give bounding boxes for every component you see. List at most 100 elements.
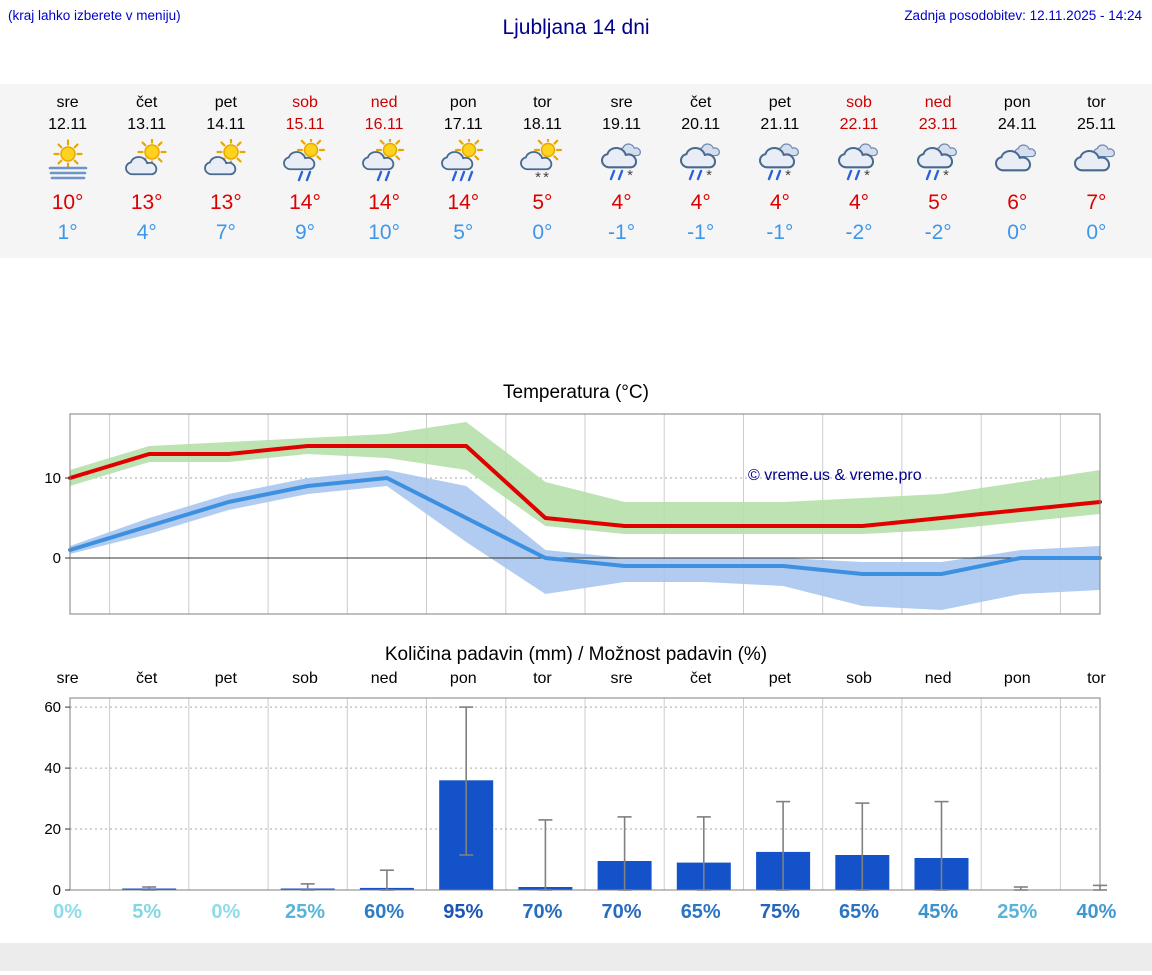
max-range-band xyxy=(70,422,1100,534)
day-name: čet xyxy=(690,94,712,111)
sun-cloud-rain-icon xyxy=(283,139,326,182)
temp-min: 0° xyxy=(1007,221,1028,244)
temp-min: -2° xyxy=(924,221,952,244)
precip-chart-title: Količina padavin (mm) / Možnost padavin … xyxy=(384,644,768,665)
temp-max: 4° xyxy=(769,191,790,214)
cloud-sleet-icon: * xyxy=(600,143,641,184)
precip-day-label: sob xyxy=(846,670,872,687)
weather-icon: * xyxy=(582,136,661,188)
temp-max: 5° xyxy=(928,191,949,214)
sun-cloud-rain-icon xyxy=(362,139,405,182)
precip-day-label: čet xyxy=(136,670,158,687)
day-date: 14.11 xyxy=(206,116,246,133)
watermark-link[interactable]: © vreme.us & vreme.pro xyxy=(748,467,922,484)
forecast-day: sre 12.11 10° 1° xyxy=(28,92,107,248)
temp-min: 10° xyxy=(368,221,401,244)
precip-day-label: čet xyxy=(690,670,712,687)
precip-day-label: pon xyxy=(449,670,477,687)
precip-probability: 45% xyxy=(918,901,959,923)
precip-probability: 65% xyxy=(838,901,879,923)
y-tick-label: 10 xyxy=(44,470,61,487)
precip-day-label: ned xyxy=(370,670,398,687)
forecast-day: sob 15.11 14° 9° xyxy=(265,92,344,248)
day-date: 12.11 xyxy=(48,116,87,133)
svg-text:*: * xyxy=(536,169,542,185)
temp-max: 14° xyxy=(368,191,401,214)
weather-icon: * xyxy=(899,136,978,188)
weather-icon xyxy=(424,136,503,188)
sun-fog-icon xyxy=(48,139,87,180)
forecast-day: pet 14.11 13° 7° xyxy=(186,92,265,248)
precip-day-label: pet xyxy=(214,670,237,687)
temperature-chart-title: Temperatura (°C) xyxy=(503,382,649,403)
svg-text:*: * xyxy=(864,167,870,184)
forecast-day: ned 16.11 14° 10° xyxy=(345,92,424,248)
forecast-strip: sre 12.11 10° 1° čet 13.11 13° 4° pet 14.11 13° 7° s… xyxy=(0,84,1152,258)
grid xyxy=(70,698,1100,890)
day-name: pon xyxy=(1003,94,1031,111)
plot-border xyxy=(69,413,1101,615)
temp-max: 13° xyxy=(130,191,163,214)
weather-icon: * xyxy=(819,136,898,188)
temp-min: 5° xyxy=(453,221,474,244)
precip-probability: 95% xyxy=(443,901,484,923)
day-date: 20.11 xyxy=(681,116,721,133)
plot-border xyxy=(69,697,1101,891)
sun-cloud-rain-heavy-icon xyxy=(441,139,484,182)
precipitation-chart: 0 20 40 60 xyxy=(44,697,1107,899)
precip-probability: 65% xyxy=(680,901,721,923)
temp-min: -1° xyxy=(687,221,715,244)
weather-icon: * * xyxy=(503,136,582,188)
temp-min: 0° xyxy=(1086,221,1107,244)
y-tick-label: 60 xyxy=(44,699,61,716)
temp-max: 7° xyxy=(1086,191,1107,214)
temp-max: 10° xyxy=(51,191,84,214)
precip-day-label: sre xyxy=(56,670,79,687)
day-date: 17.11 xyxy=(443,116,483,133)
y-tick-label: 20 xyxy=(44,821,61,838)
precip-probability: 5% xyxy=(132,901,162,923)
cloudy-icon xyxy=(995,144,1037,172)
menu-hint: (kraj lahko izberete v meniju) xyxy=(8,8,181,23)
day-name: čet xyxy=(136,94,158,111)
temp-max: 13° xyxy=(209,191,242,214)
temp-min: 1° xyxy=(57,221,78,244)
y-tick-label: 40 xyxy=(44,760,61,777)
weather-icon xyxy=(978,136,1057,188)
sun-cloud-icon xyxy=(124,139,167,176)
weather-icon xyxy=(265,136,344,188)
temp-min: -2° xyxy=(845,221,873,244)
forecast-day: čet 13.11 13° 4° xyxy=(107,92,186,248)
precip-probability: 0% xyxy=(53,901,83,923)
forecast-day: tor 25.11 7° 0° xyxy=(1057,92,1136,248)
forecast-day: čet 20.11 * 4° -1° xyxy=(661,92,740,248)
forecast-day: sre 19.11 * 4° -1° xyxy=(582,92,661,248)
footer-bar xyxy=(0,943,1152,971)
precip-probabilities: 0% 5% 0% 25% 60% 95% 70% 70% 65% 75% 65% 45% 25% 40% xyxy=(28,899,1136,929)
cloud-sleet-icon: * xyxy=(679,143,720,184)
cloud-sleet-icon: * xyxy=(917,143,958,184)
top-bar: (kraj lahko izberete v meniju) Zadnja po… xyxy=(0,0,1152,54)
precip-day-label: pon xyxy=(1003,670,1031,687)
forecast-day: pet 21.11 * 4° -1° xyxy=(740,92,819,248)
day-name: tor xyxy=(1087,94,1106,111)
forecast-day: pon 17.11 14° 5° xyxy=(424,92,503,248)
svg-text:*: * xyxy=(544,169,550,185)
temp-max-line xyxy=(68,444,1102,528)
temp-max: 4° xyxy=(690,191,711,214)
precip-probability: 75% xyxy=(759,901,800,923)
day-date: 22.11 xyxy=(839,116,879,133)
weather-icon xyxy=(28,136,107,188)
svg-text:*: * xyxy=(785,167,791,184)
precip-probability: 25% xyxy=(284,901,325,923)
day-name: pet xyxy=(214,94,237,111)
precip-day-label: tor xyxy=(533,670,552,687)
precip-day-label: sob xyxy=(292,670,318,687)
day-name: sre xyxy=(610,94,633,111)
precip-day-label: tor xyxy=(1087,670,1106,687)
precip-probability: 70% xyxy=(601,901,642,923)
page-title: Ljubljana 14 dni xyxy=(502,16,650,39)
day-date: 25.11 xyxy=(1076,116,1116,133)
precip-day-labels: sre čet pet sob ned pon tor sre čet pet sob ned pon t… xyxy=(28,670,1136,694)
precip-day-label: pet xyxy=(768,670,791,687)
